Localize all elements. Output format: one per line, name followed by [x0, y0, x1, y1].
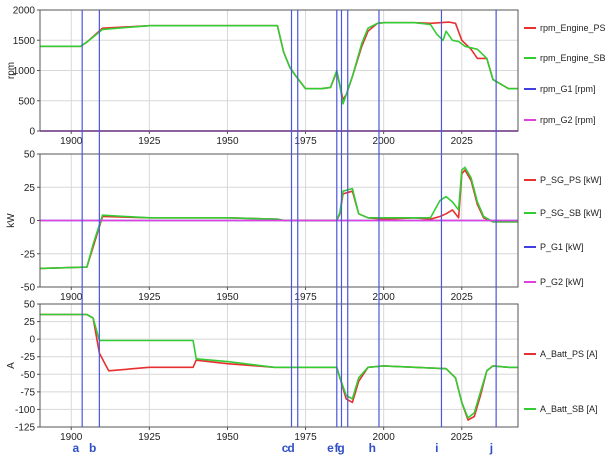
series-line-P_SG_SB	[39, 166, 518, 270]
x-tick-label: 2025	[451, 136, 474, 147]
legend-label: P_SG_SB [kW]	[540, 208, 602, 218]
y-tick-label: 2000	[13, 6, 36, 17]
legend-label: rpm_Engine_SB	[540, 53, 606, 63]
y-tick-label: 0	[29, 335, 35, 346]
x-tick-label: 1950	[216, 432, 239, 443]
series-line-rpm_Engine_SB	[40, 21, 518, 105]
plot-frame	[39, 303, 519, 428]
marker-label-e: e	[327, 441, 334, 455]
y-tick-label: -50	[21, 283, 36, 294]
x-tick-label: 1950	[216, 292, 239, 303]
marker-label-j: j	[489, 441, 493, 455]
legend-label: rpm_G2 [rpm]	[540, 115, 596, 125]
marker-label-h: h	[369, 441, 376, 455]
x-tick-label: 1925	[138, 432, 161, 443]
legend-label: A_Batt_PS [A]	[540, 349, 598, 359]
y-axis-label: rpm	[6, 62, 17, 79]
marker-label-f: f	[334, 441, 339, 455]
y-tick-label: -100	[15, 405, 35, 416]
series-line-A_Batt_PS	[40, 313, 518, 421]
y-tick-label: 25	[24, 317, 36, 328]
legend-label: P_SG_PS [kW]	[540, 175, 602, 185]
marker-label-b: b	[89, 441, 96, 455]
x-tick-label: 1900	[60, 136, 83, 147]
y-tick-label: -25	[21, 352, 36, 363]
panel-2: -50 -25 0 25 50 1900 1925 1950 1975 2000 2025 kW P_S…	[6, 150, 602, 304]
marker-label-g: g	[337, 441, 344, 455]
y-tick-label: 1000	[13, 66, 36, 77]
marker-label-a: a	[72, 441, 79, 455]
panel-3: -125 -100 -75 -50 -25 0 25 50 1900 1925 1950 1975 20…	[6, 300, 598, 444]
y-tick-label: 50	[24, 150, 36, 161]
x-tick-label: 1925	[138, 136, 161, 147]
y-axis-label: A	[6, 362, 17, 369]
marker-label-i: i	[435, 441, 438, 455]
x-tick-label: 1975	[294, 432, 317, 443]
series-line-A_Batt_SB	[40, 313, 518, 419]
y-tick-label: 0	[29, 216, 35, 227]
legend-label: P_G1 [kW]	[540, 242, 584, 252]
marker-label-c: c	[282, 441, 289, 455]
x-tick-label: 1975	[294, 136, 317, 147]
x-tick-label: 2000	[373, 292, 396, 303]
legend-label: P_G2 [kW]	[540, 277, 584, 287]
event-markers: a b cd e fg h i j	[72, 10, 497, 455]
y-tick-label: 50	[24, 300, 36, 311]
legend-label: rpm_Engine_PS	[540, 23, 606, 33]
x-tick-label: 1900	[60, 292, 83, 303]
x-tick-label: 1925	[138, 292, 161, 303]
marker-label-d: d	[287, 441, 294, 455]
x-tick-label: 2000	[373, 136, 396, 147]
y-tick-label: -25	[21, 249, 36, 260]
y-tick-label: -50	[21, 370, 36, 381]
y-tick-label: -125	[15, 423, 35, 434]
y-tick-label: 500	[18, 96, 35, 107]
panel-1: 0 500 1000 1500 2000 1900 1925 1950 1975 2000 2025…	[6, 6, 606, 148]
x-tick-label: 2000	[373, 432, 396, 443]
y-tick-label: 25	[24, 183, 36, 194]
y-tick-label: 0	[29, 127, 35, 138]
y-tick-label: 1500	[13, 36, 36, 47]
legend-label: A_Batt_SB [A]	[540, 404, 598, 414]
y-axis-label: kW	[6, 213, 17, 228]
x-tick-label: 2025	[451, 292, 474, 303]
legend-label: rpm_G1 [rpm]	[540, 84, 596, 94]
x-tick-label: 2025	[451, 432, 474, 443]
x-tick-label: 1975	[294, 292, 317, 303]
x-tick-label: 1950	[216, 136, 239, 147]
x-tick-label: 1900	[60, 432, 83, 443]
y-tick-label: -75	[21, 387, 36, 398]
